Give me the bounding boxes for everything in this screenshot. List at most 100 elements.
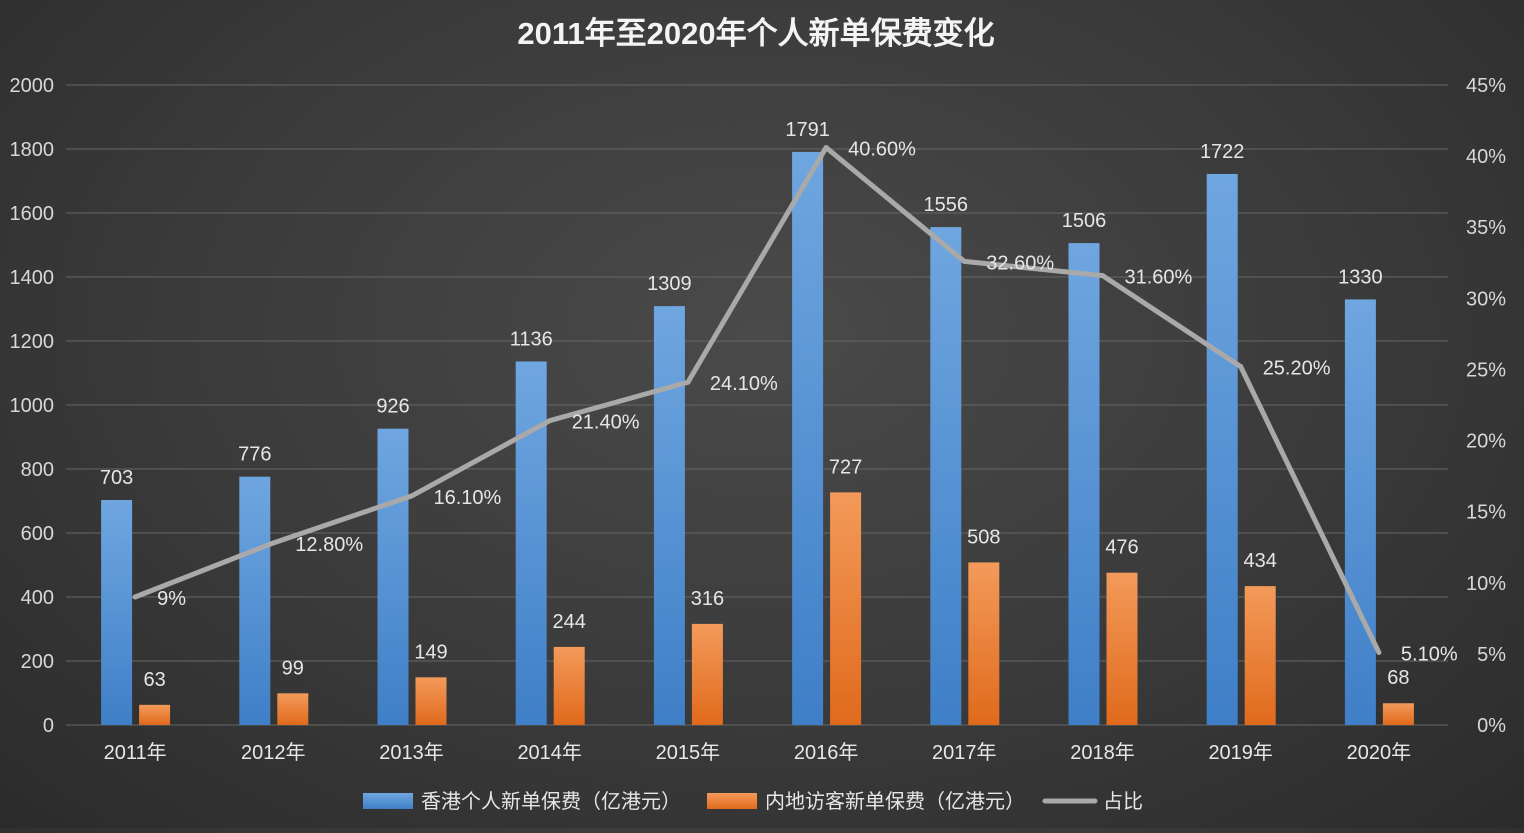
y-tick-label: 1200	[10, 331, 55, 353]
y-tick-label: 1000	[10, 395, 55, 417]
bar-hk-premium	[377, 428, 409, 725]
data-label-mainland-premium: 434	[1244, 550, 1277, 572]
y-tick-label: 200	[21, 651, 54, 673]
y2-tick-label: 35%	[1466, 217, 1506, 239]
data-label-hk-premium: 1556	[924, 194, 969, 216]
bar-hk-premium	[1344, 299, 1376, 725]
bar-mainland-premium	[1106, 572, 1138, 725]
data-label-hk-premium: 1506	[1062, 210, 1107, 232]
y-tick-label: 0	[43, 715, 54, 737]
data-label-ratio: 5.10%	[1401, 643, 1458, 665]
bar-mainland-premium	[1244, 586, 1276, 725]
legend-label: 香港个人新单保费（亿港元）	[421, 790, 681, 813]
data-label-mainland-premium: 316	[691, 588, 724, 610]
ratio-point	[961, 258, 967, 264]
data-label-hk-premium: 926	[376, 396, 409, 418]
bar-hk-premium	[792, 151, 824, 725]
y-tick-label: 1600	[10, 203, 55, 225]
legend-label: 占比	[1103, 790, 1143, 813]
data-label-ratio: 12.80%	[295, 534, 363, 556]
x-tick-label: 2020年	[1347, 741, 1412, 764]
data-label-mainland-premium: 727	[829, 456, 862, 478]
data-label-mainland-premium: 63	[143, 669, 165, 691]
data-label-hk-premium: 703	[100, 467, 133, 489]
data-label-ratio: 32.60%	[986, 252, 1054, 274]
y-axis-left: 0 200 400 600 800 1000 1200 1400 1600 1800 2000	[10, 75, 55, 737]
bar-mainland-premium	[968, 562, 1000, 725]
legend-swatch	[363, 793, 413, 809]
ratio-point	[547, 418, 553, 424]
y2-tick-label: 10%	[1466, 573, 1506, 595]
bar-mainland-premium	[415, 677, 447, 725]
y-axis-right: 0% 5% 10% 15% 20% 25% 30% 35% 40% 45%	[1466, 75, 1506, 737]
y2-tick-label: 40%	[1466, 146, 1506, 168]
ratio-point	[132, 594, 138, 600]
data-label-mainland-premium: 476	[1105, 537, 1138, 559]
x-tick-label: 2013年	[379, 741, 444, 764]
data-label-ratio: 25.20%	[1263, 358, 1331, 380]
x-tick-label: 2015年	[656, 741, 721, 764]
x-tick-label: 2011年	[104, 741, 167, 764]
legend-label: 内地访客新单保费（亿港元）	[765, 790, 1025, 813]
data-label-mainland-premium: 244	[553, 611, 586, 633]
bar-hk-premium	[101, 500, 133, 725]
x-tick-label: 2019年	[1208, 741, 1273, 764]
bar-mainland-premium	[277, 693, 309, 725]
data-label-hk-premium: 776	[238, 444, 271, 466]
y-tick-label: 600	[21, 523, 54, 545]
data-label-ratio: 31.60%	[1125, 267, 1193, 289]
bar-hk-premium	[653, 306, 685, 725]
bar-mainland-premium	[691, 623, 723, 725]
gridlines	[66, 84, 1448, 726]
data-label-ratio: 16.10%	[434, 487, 502, 509]
ratio-series-line	[132, 145, 1382, 655]
y2-tick-label: 25%	[1466, 359, 1506, 381]
bar-hk-premium	[1068, 243, 1100, 725]
y-tick-label: 400	[21, 587, 54, 609]
data-label-mainland-premium: 149	[414, 641, 447, 663]
x-axis: 2011年 2012年 2013年 2014年 2015年 2016年 2017年 2018年…	[104, 741, 1412, 764]
data-label-ratio: 21.40%	[572, 412, 640, 434]
x-tick-label: 2018年	[1070, 741, 1135, 764]
legend: 香港个人新单保费（亿港元） 内地访客新单保费（亿港元） 占比	[363, 790, 1143, 813]
y-tick-label: 1400	[10, 267, 55, 289]
data-label-mainland-premium: 508	[967, 526, 1000, 548]
bar-hk-premium	[515, 361, 547, 725]
ratio-point	[1100, 273, 1105, 279]
bar-mainland-premium	[1382, 703, 1414, 725]
ratio-point	[409, 493, 414, 499]
bar-mainland-premium	[553, 646, 585, 725]
data-label-ratio: 40.60%	[848, 139, 916, 161]
data-label-hk-premium: 1330	[1338, 266, 1383, 288]
x-tick-label: 2016年	[794, 741, 859, 764]
y2-tick-label: 30%	[1466, 288, 1506, 310]
data-label-hk-premium: 1791	[785, 119, 830, 141]
ratio-point	[685, 379, 691, 385]
ratio-point	[823, 145, 829, 151]
data-label-hk-premium: 1136	[510, 328, 553, 350]
data-label-mainland-premium: 99	[282, 657, 304, 679]
x-tick-label: 2012年	[241, 741, 306, 764]
y-tick-label: 800	[21, 459, 54, 481]
data-label-hk-premium: 1309	[647, 273, 692, 295]
chart-title: 2011年至2020年个人新单保费变化	[517, 16, 994, 51]
y2-tick-label: 15%	[1466, 502, 1506, 524]
bar-mainland-premium	[139, 704, 171, 725]
bar-hk-premium	[930, 227, 962, 725]
y-tick-label: 2000	[10, 75, 55, 97]
y2-tick-label: 45%	[1466, 75, 1506, 97]
bar-mainland-premium	[830, 492, 862, 725]
ratio-point	[270, 540, 276, 546]
ratio-point	[1238, 364, 1244, 370]
data-label-mainland-premium: 68	[1387, 667, 1409, 689]
ratio-line	[132, 145, 1382, 655]
x-tick-label: 2014年	[517, 741, 582, 764]
data-label-hk-premium: 1722	[1200, 141, 1245, 163]
x-tick-label: 2017年	[932, 741, 997, 764]
legend-swatch	[707, 793, 757, 809]
y-tick-label: 1800	[10, 139, 55, 161]
bar-hk-premium	[1206, 173, 1238, 725]
y2-tick-label: 5%	[1477, 644, 1506, 666]
